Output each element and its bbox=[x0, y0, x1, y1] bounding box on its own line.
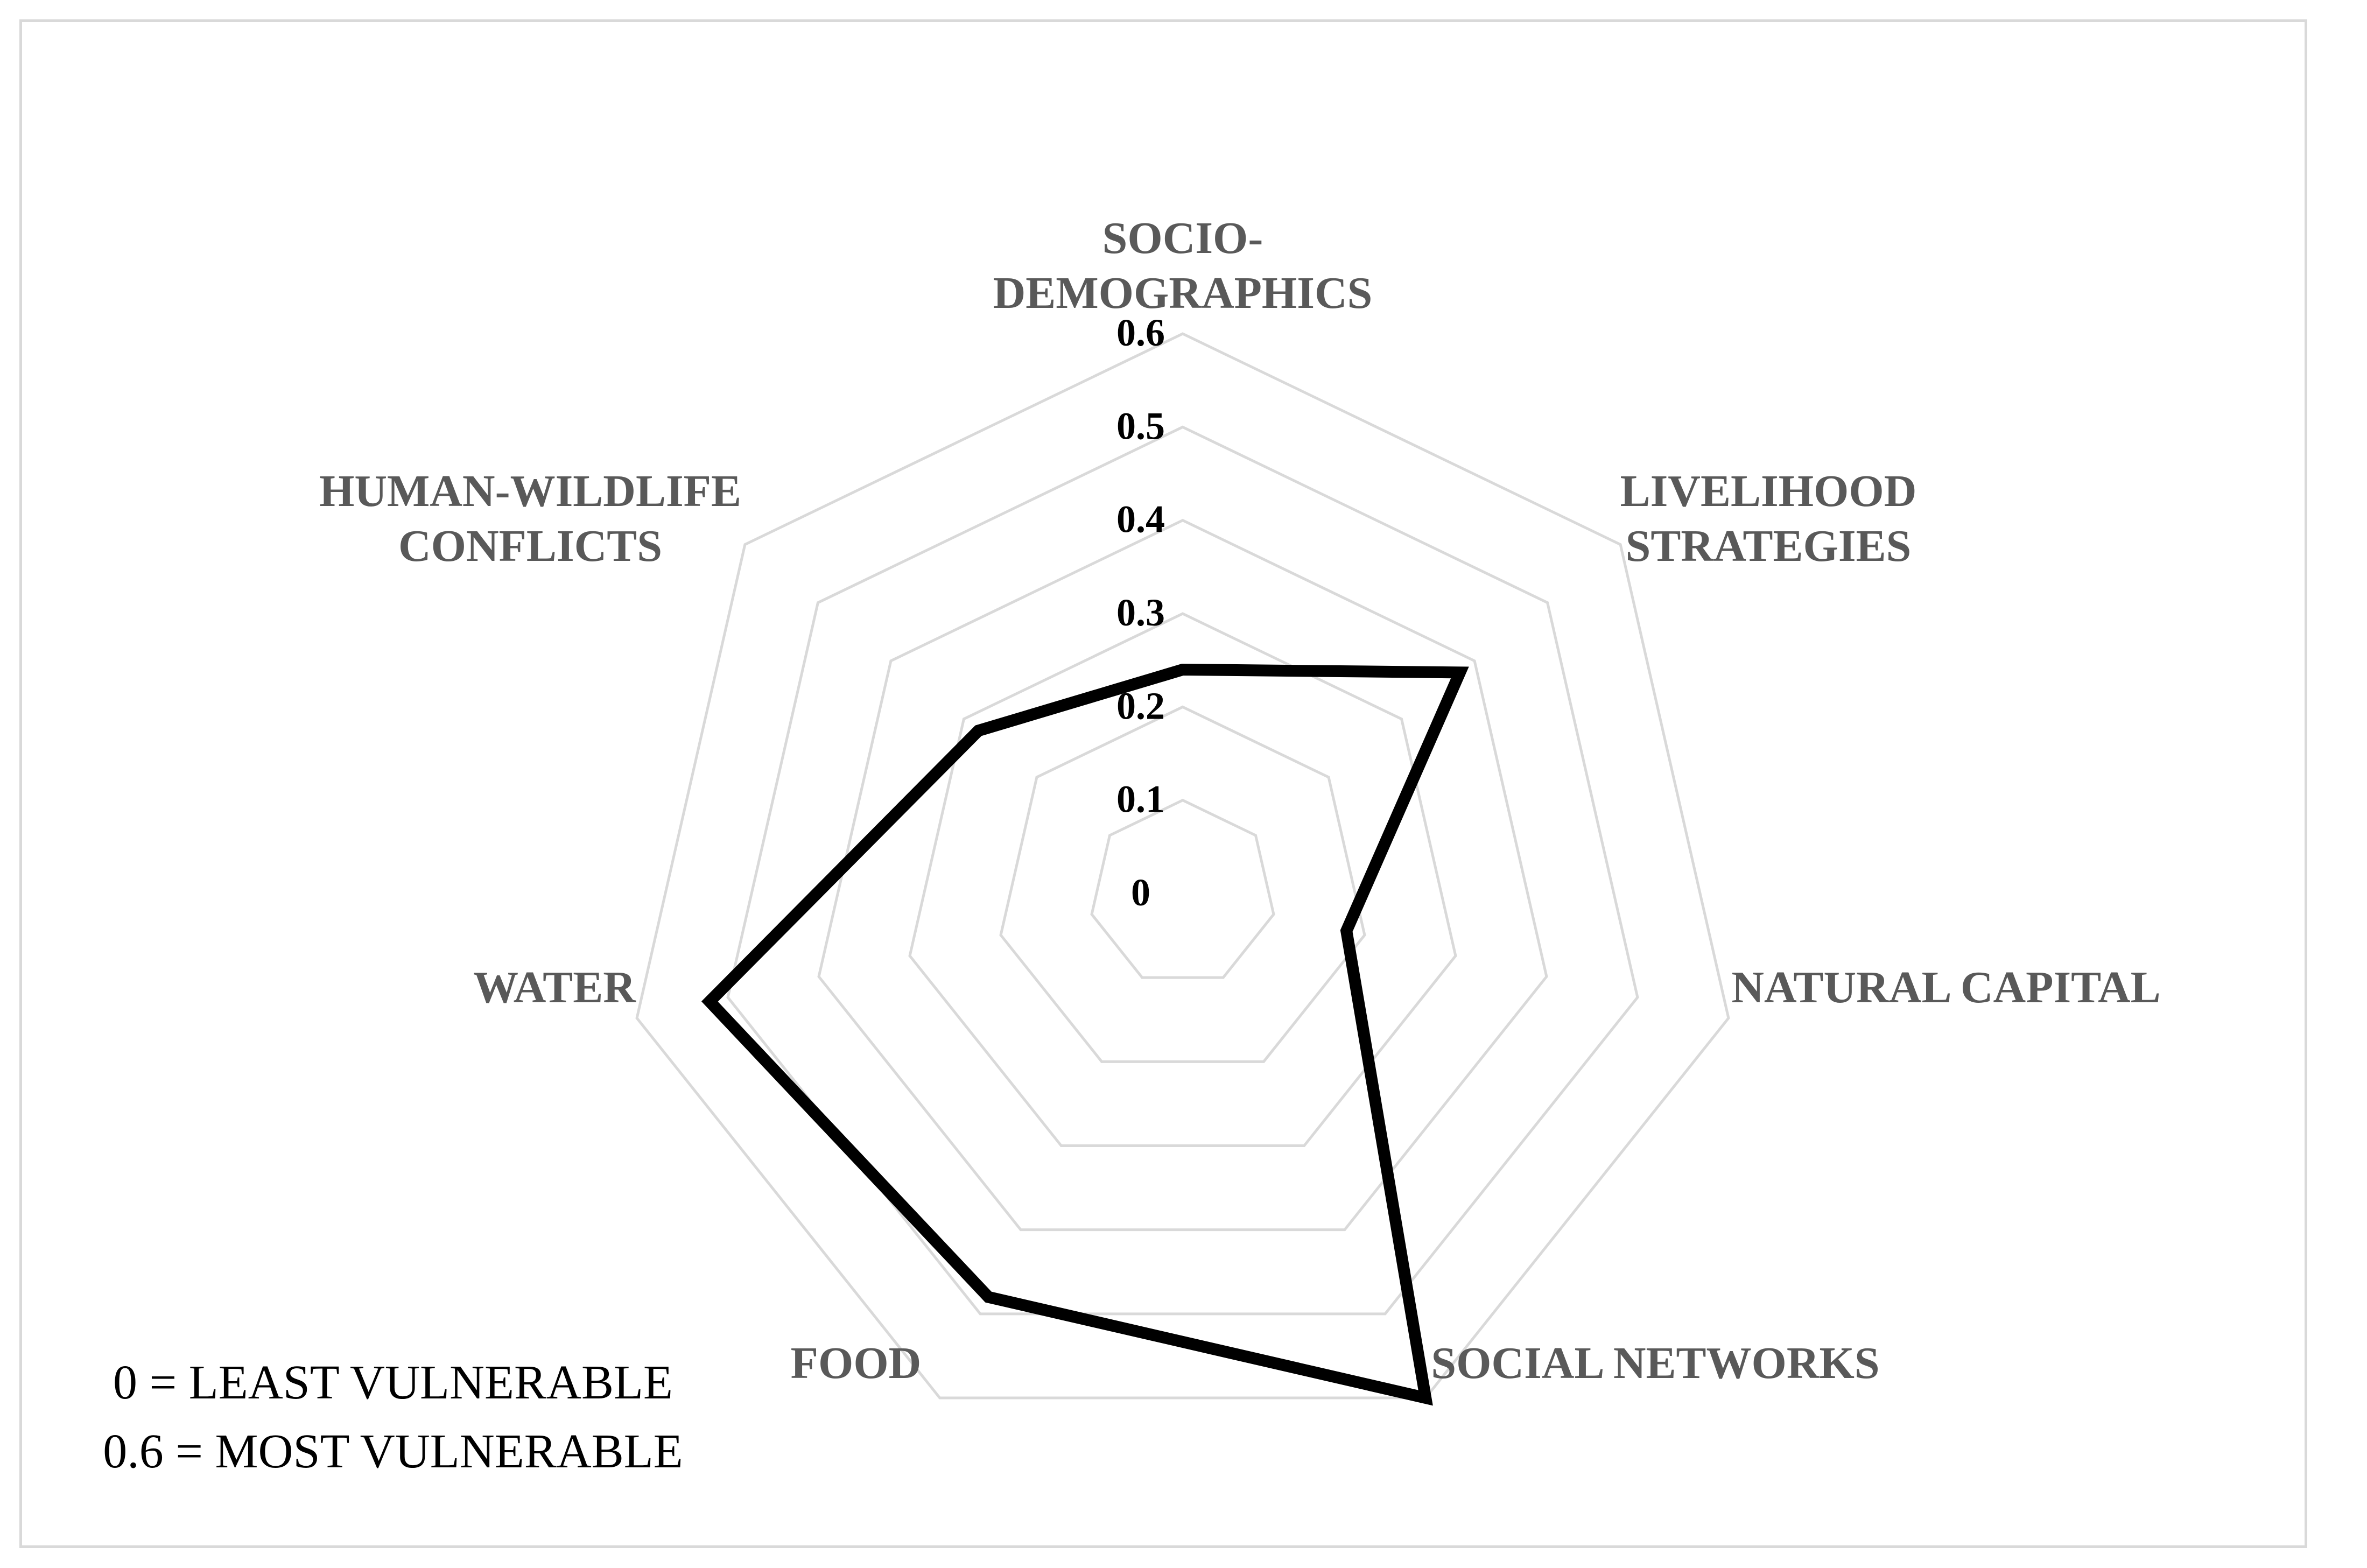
axis-label-1-line-0: LIVELIHOOD bbox=[1620, 466, 1917, 516]
scale-note-line-2: 0.6 = MOST VULNERABLE bbox=[103, 1425, 683, 1478]
grid-ring-2 bbox=[999, 705, 1366, 1063]
radar-series bbox=[701, 663, 1469, 1406]
grid-ring-5 bbox=[726, 425, 1639, 1316]
grid-ring-1 bbox=[1090, 798, 1275, 979]
axis-label-3: SOCIAL NETWORKS bbox=[1431, 1338, 1879, 1388]
tick-label-6: 0.6 bbox=[1116, 311, 1165, 354]
axis-label-0: SOCIO-DEMOGRAPHICS bbox=[993, 213, 1373, 318]
axis-label-5: WATER bbox=[473, 962, 636, 1012]
scale-note: 0 = LEAST VULNERABLE 0.6 = MOST VULNERAB… bbox=[32, 1348, 754, 1486]
grid-ring-4 bbox=[817, 518, 1548, 1232]
radial-tick-labels: 0 0.1 0.2 0.3 0.4 0.5 0.6 bbox=[1116, 311, 1165, 914]
axis-label-2: NATURAL CAPITAL bbox=[1731, 962, 2160, 1012]
axis-label-5-line-0: WATER bbox=[473, 962, 636, 1012]
grid-ring-6 bbox=[635, 332, 1730, 1400]
tick-label-5: 0.5 bbox=[1116, 404, 1165, 447]
axis-labels: SOCIO-DEMOGRAPHICS LIVELIHOOD STRATEGIES NA… bbox=[319, 213, 2161, 1388]
radar-grid bbox=[635, 332, 1730, 1400]
axis-label-3-line-0: SOCIAL NETWORKS bbox=[1431, 1338, 1879, 1388]
axis-label-6-line-1: CONFLICTS bbox=[398, 521, 662, 571]
axis-label-2-line-0: NATURAL CAPITAL bbox=[1731, 962, 2160, 1012]
tick-label-3: 0.3 bbox=[1116, 591, 1165, 634]
tick-label-1: 0.1 bbox=[1116, 778, 1165, 821]
axis-label-0-line-0: SOCIO- bbox=[1102, 213, 1263, 263]
axis-label-1-line-1: STRATEGIES bbox=[1626, 521, 1912, 571]
tick-label-0: 0 bbox=[1131, 871, 1150, 914]
axis-label-4-line-0: FOOD bbox=[791, 1338, 922, 1388]
axis-label-1: LIVELIHOOD STRATEGIES bbox=[1620, 466, 1917, 571]
axis-label-6-line-0: HUMAN-WILDLIFE bbox=[319, 466, 741, 516]
chart-frame bbox=[19, 19, 2307, 1548]
series-line-0 bbox=[701, 663, 1469, 1406]
axis-label-4: FOOD bbox=[791, 1338, 922, 1388]
axis-label-6: HUMAN-WILDLIFE CONFLICTS bbox=[319, 466, 741, 571]
axis-label-0-line-1: DEMOGRAPHICS bbox=[993, 268, 1373, 318]
tick-label-4: 0.4 bbox=[1116, 498, 1165, 541]
tick-label-2: 0.2 bbox=[1116, 684, 1165, 727]
scale-note-line-1: 0 = LEAST VULNERABLE bbox=[113, 1356, 673, 1409]
